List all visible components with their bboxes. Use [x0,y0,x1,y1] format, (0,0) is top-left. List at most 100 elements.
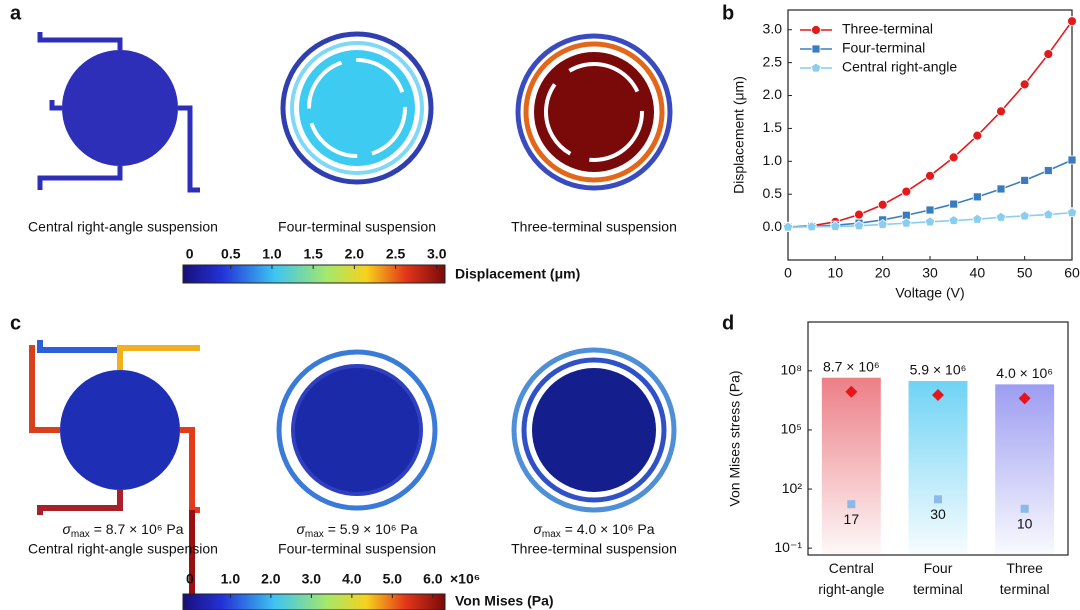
min-marker [847,500,856,509]
panel-label: d [722,312,734,334]
series-line [787,20,1073,228]
legend-label: Central right-angle [842,59,957,75]
colorbar-tick-label: 2.0 [345,246,365,262]
y-tick-label: 10⁵ [781,421,802,437]
stress-caption: σmax = 5.9 × 10⁶ Pa [296,521,417,540]
marker [1020,175,1030,185]
x-tick-label: 60 [1064,265,1080,281]
caption: Four-terminal suspension [278,219,436,235]
subscript: max [305,529,324,540]
colorbar [182,264,446,284]
sim-central [37,32,200,193]
caption: Central right-angle suspension [28,541,218,557]
x-axis-label: Voltage (V) [895,285,964,301]
marker [995,211,1007,222]
marker [972,192,982,202]
marker [853,220,865,231]
colorbar-tick-label: 1.5 [303,246,323,262]
stress-value: = 5.9 × 10⁶ Pa [324,521,418,537]
y-tick-label: 1.5 [763,119,783,135]
subscript: max [542,529,561,540]
marker [782,221,794,232]
legend-label: Four-terminal [842,40,925,56]
colorbar-tick-label: 2.0 [261,571,281,587]
marker [854,209,864,220]
marker [1043,166,1053,175]
min-marker [1020,504,1029,513]
sim-central-stress [29,340,200,595]
x-tick-label: Central right-angle [818,560,884,597]
caption: Three-terminal suspension [511,219,677,235]
marker [1066,207,1078,218]
bar [908,381,968,555]
marker [972,130,983,141]
marker [948,152,959,163]
marker [948,215,959,225]
colorbar-tick-label: 5.0 [383,571,403,587]
caption: Central right-angle suspension [28,219,218,235]
y-tick-label: 10² [782,480,803,496]
y-tick-label: 3.0 [763,20,783,36]
y-axis-label: Von Mises stress (Pa) [727,370,743,506]
stress-caption: σmax = 8.7 × 10⁶ Pa [62,521,183,540]
marker [1043,209,1054,220]
min-value-label: 10 [1017,515,1033,531]
marker [1067,155,1077,165]
symbol: σ [296,521,305,537]
marker [1019,210,1030,221]
x-tick-label: Three terminal [1000,560,1050,597]
colorbar-tick-label: 3.0 [302,571,322,587]
marker [925,170,935,181]
colorbar-tick-label: 2.5 [386,246,406,262]
marker [1067,16,1077,27]
colorbar-tick-label: 0 [186,246,194,262]
y-axis-label: Displacement (μm) [731,76,747,194]
bar [995,384,1055,555]
colorbar-tick-label: 4.0 [342,571,362,587]
bar-value-label: 8.7 × 10⁶ [823,358,880,374]
marker [806,221,817,232]
caption: Three-terminal suspension [511,541,677,557]
colorbar-tick-label: 0 [186,571,194,587]
stress-caption: σmax = 4.0 × 10⁶ Pa [533,521,654,540]
marker [949,199,959,209]
marker [830,220,841,231]
caption: Four-terminal suspension [278,541,436,557]
panel-label: a [10,2,22,24]
colorbar-label: Displacement (μm) [455,266,580,282]
subscript: max [71,529,90,540]
marker [877,218,888,229]
marker [1043,49,1054,59]
marker [901,186,912,197]
max-marker [932,389,944,402]
colorbar [182,593,446,610]
panel-label: b [722,2,734,24]
sim-three-terminal-stress [511,347,677,513]
marker [925,205,935,215]
min-value-label: 17 [844,511,860,527]
x-tick-label: 10 [828,265,844,281]
marker [901,217,912,228]
x-tick-label: 30 [922,265,938,281]
marker [811,44,821,54]
stress-value: = 4.0 × 10⁶ Pa [561,521,655,537]
marker [972,213,983,224]
x-tick-label: 20 [875,265,891,281]
y-tick-label: 0.5 [763,185,783,201]
legend-label: Three-terminal [842,21,933,37]
colorbar-tick-label: 6.0 [423,571,443,587]
marker [810,62,822,73]
min-value-label: 30 [930,506,946,522]
bar-value-label: 5.9 × 10⁶ [910,362,967,378]
marker [924,216,936,227]
max-marker [845,385,858,398]
y-tick-label: 2.0 [763,86,783,102]
marker [996,106,1006,117]
x-tick-label: 0 [784,265,792,281]
symbol: σ [533,521,542,537]
colorbar-multiplier: ×10⁶ [450,571,480,587]
colorbar-label: Von Mises (Pa) [455,593,554,609]
y-tick-label: 10⁸ [781,362,803,378]
colorbar-tick-label: 3.0 [427,246,447,262]
